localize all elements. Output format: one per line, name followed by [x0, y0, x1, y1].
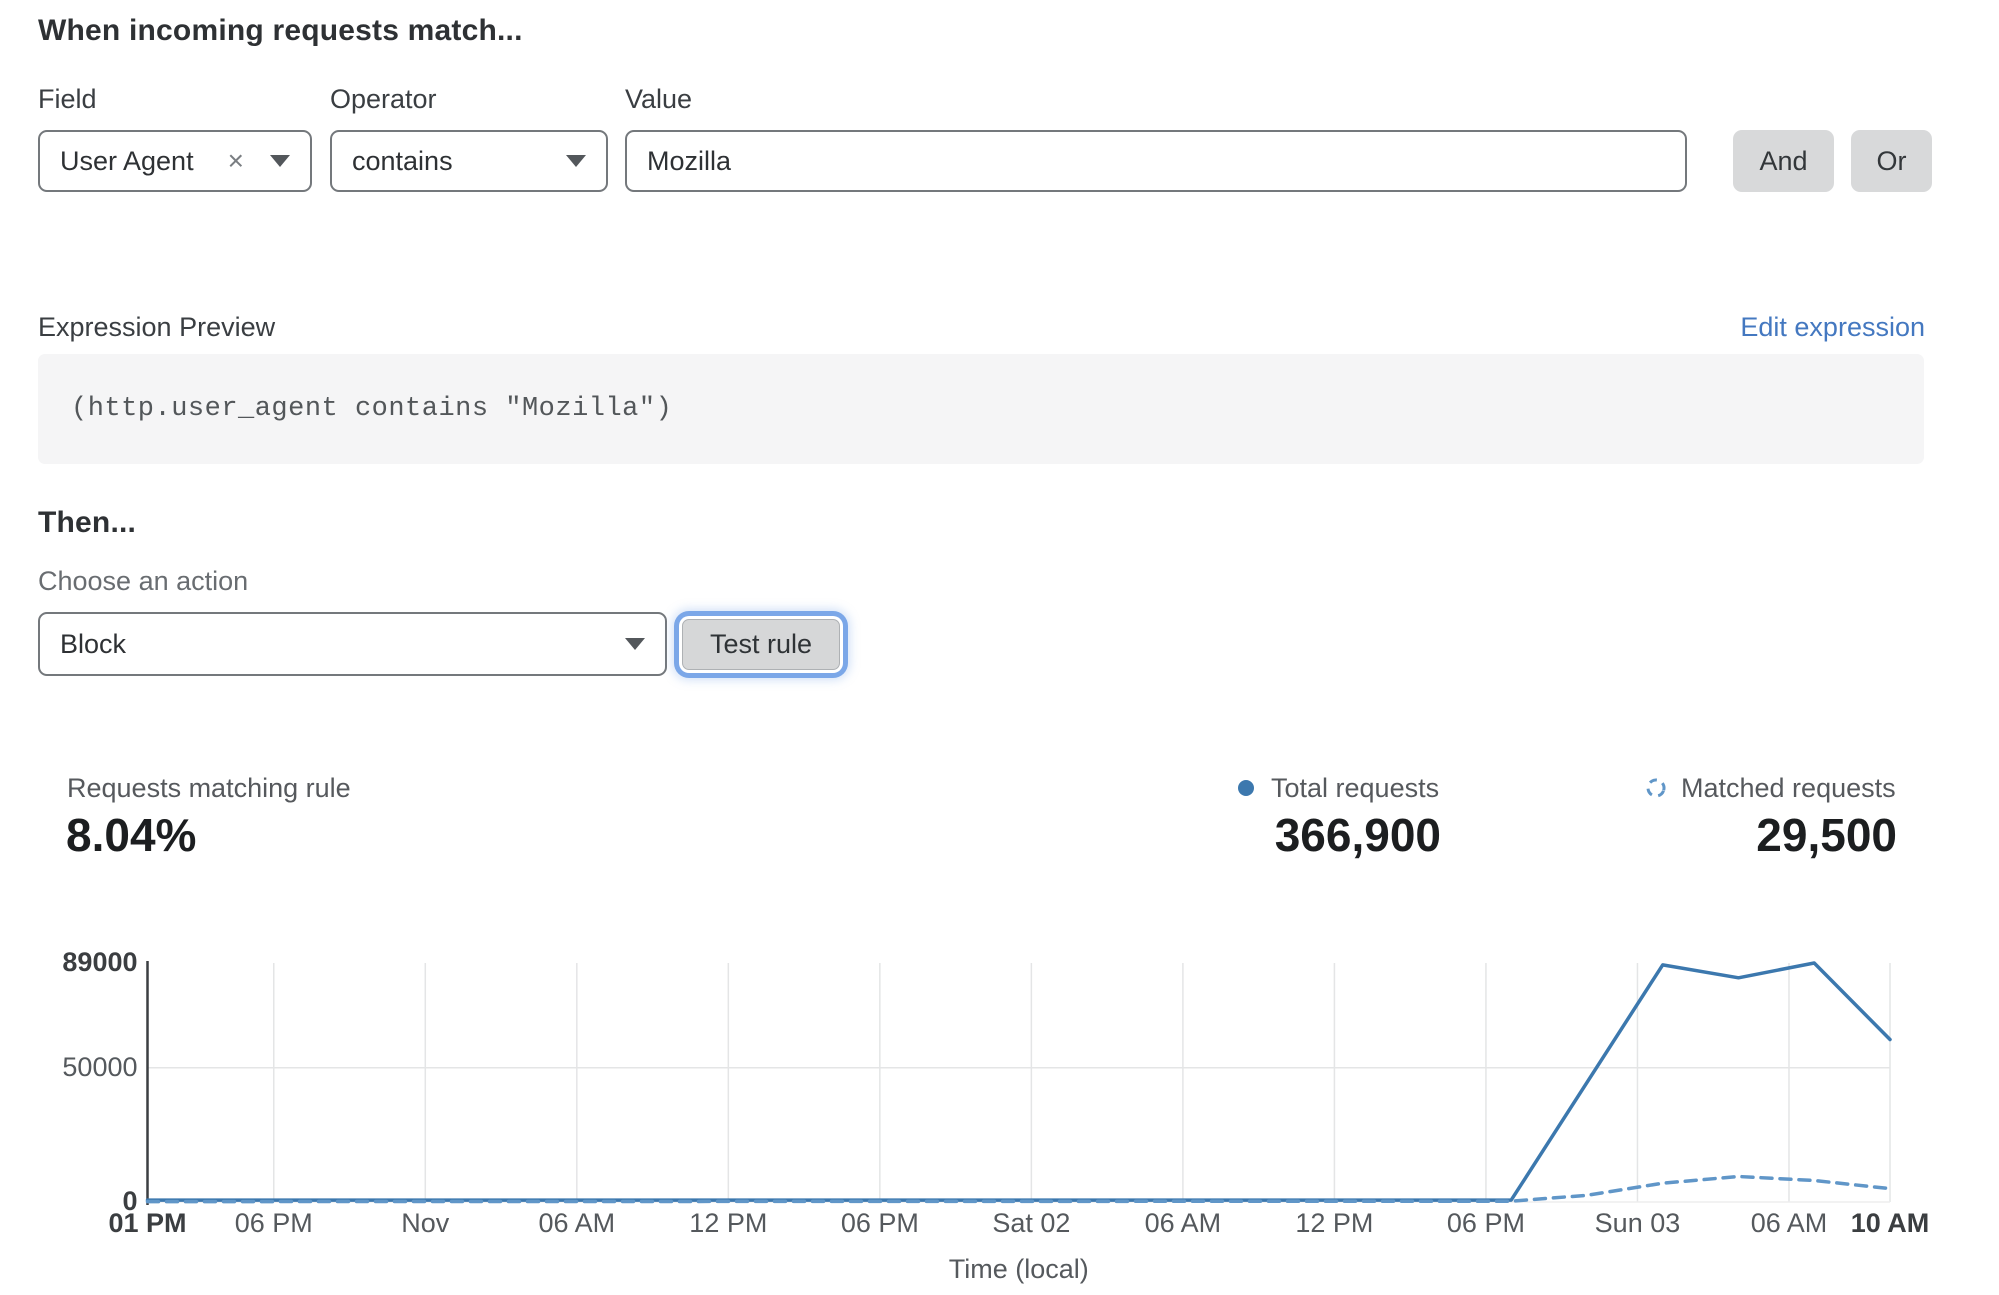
chevron-down-icon [625, 638, 645, 650]
svg-text:Sun 03: Sun 03 [1595, 1208, 1681, 1238]
expression-code: (http.user_agent contains "Mozilla") [71, 394, 673, 424]
matched-requests-value: 29,500 [1756, 809, 1897, 861]
svg-text:Sat 02: Sat 02 [992, 1208, 1070, 1238]
total-requests-legend-dot-icon [1238, 780, 1254, 796]
clear-field-icon[interactable]: × [227, 145, 244, 176]
matching-rule-label: Requests matching rule [67, 773, 351, 803]
edit-expression-link[interactable]: Edit expression [1740, 312, 1925, 342]
svg-text:89000: 89000 [62, 947, 137, 977]
field-label: Field [38, 84, 97, 114]
choose-action-label: Choose an action [38, 566, 249, 596]
expression-code-block: (http.user_agent contains "Mozilla") [38, 354, 1924, 464]
expression-preview-label: Expression Preview [38, 312, 276, 342]
page-title: When incoming requests match... [38, 14, 523, 47]
field-select[interactable]: User Agent × [38, 130, 312, 192]
svg-text:06 PM: 06 PM [1447, 1208, 1525, 1238]
operator-label: Operator [330, 84, 437, 114]
operator-select[interactable]: contains [330, 130, 608, 192]
test-rule-button[interactable]: Test rule [682, 619, 840, 670]
operator-select-value: contains [352, 145, 453, 176]
then-heading: Then... [38, 506, 137, 539]
and-button[interactable]: And [1733, 130, 1834, 192]
total-requests-label: Total requests [1271, 773, 1440, 803]
svg-text:01 PM: 01 PM [108, 1208, 186, 1238]
svg-text:06 AM: 06 AM [1145, 1208, 1222, 1238]
value-input[interactable] [625, 130, 1687, 192]
total-requests-value: 366,900 [1274, 809, 1441, 861]
or-button[interactable]: Or [1851, 130, 1932, 192]
action-select-value: Block [60, 628, 127, 659]
svg-text:0: 0 [122, 1186, 137, 1216]
svg-text:06 PM: 06 PM [235, 1208, 313, 1238]
svg-text:06 AM: 06 AM [1751, 1208, 1828, 1238]
svg-text:12 PM: 12 PM [689, 1208, 767, 1238]
matching-rule-value: 8.04% [66, 809, 197, 861]
svg-text:10 AM: 10 AM [1851, 1208, 1930, 1238]
matched-requests-legend-dashed-circle-icon [1646, 778, 1666, 798]
svg-text:Time (local): Time (local) [949, 1254, 1089, 1284]
value-label: Value [625, 84, 693, 114]
chevron-down-icon [566, 155, 586, 167]
svg-text:12 PM: 12 PM [1295, 1208, 1373, 1238]
chevron-down-icon [270, 155, 290, 167]
svg-text:Nov: Nov [401, 1208, 450, 1238]
action-select[interactable]: Block [38, 612, 667, 676]
svg-text:06 AM: 06 AM [539, 1208, 616, 1238]
matched-requests-label: Matched requests [1681, 773, 1896, 803]
field-select-value: User Agent [60, 145, 194, 176]
svg-text:06 PM: 06 PM [841, 1208, 919, 1238]
svg-text:50000: 50000 [62, 1052, 137, 1082]
